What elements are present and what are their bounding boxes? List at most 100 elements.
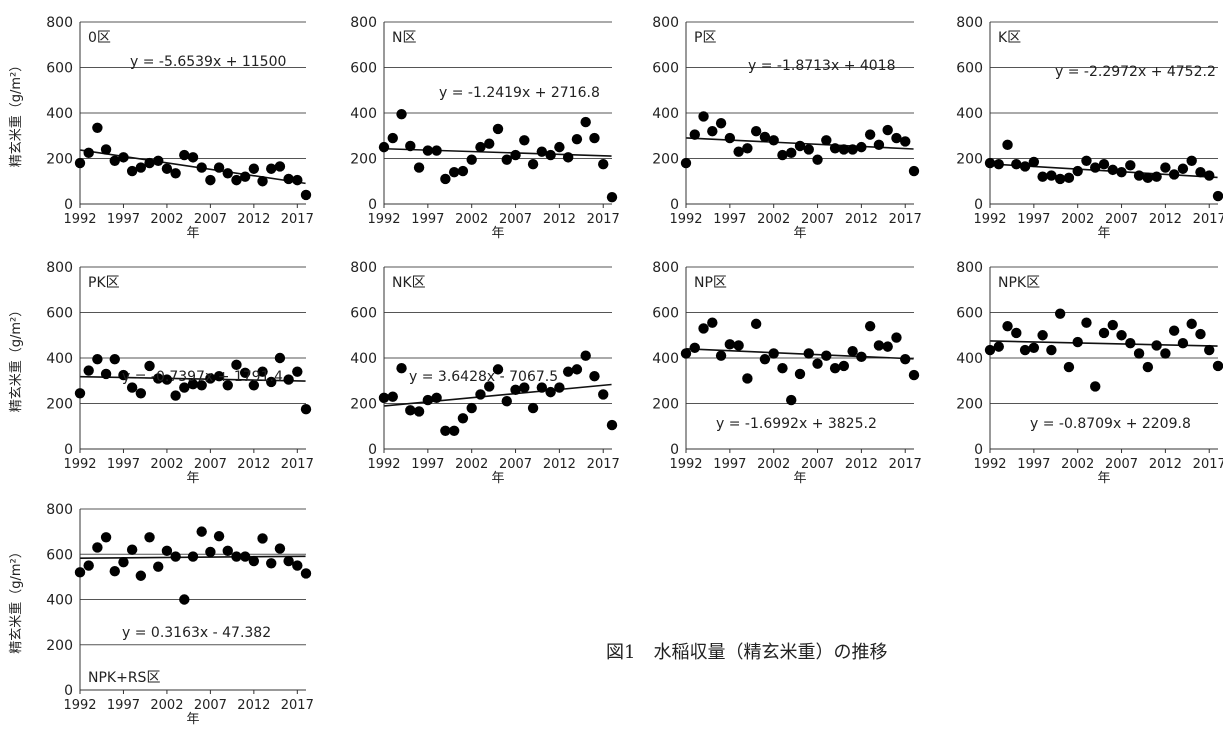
y-tick-label: 800 [652, 260, 679, 276]
data-point [153, 155, 164, 166]
data-point [545, 386, 556, 398]
data-point [300, 403, 312, 415]
data-point [1019, 161, 1031, 172]
data-point [993, 158, 1004, 170]
data-point [283, 173, 294, 185]
data-point [109, 353, 120, 365]
data-point [1098, 158, 1110, 170]
y-tick-label: 800 [46, 502, 73, 518]
data-point [274, 543, 286, 554]
data-point [1195, 328, 1206, 340]
x-tick-label: 2017 [889, 212, 922, 227]
trendline-equation: y = -1.8713x + 4018 [748, 58, 896, 74]
data-point [786, 394, 797, 406]
x-axis-label: 年 [491, 471, 504, 486]
data-point [387, 132, 398, 144]
data-point [742, 143, 753, 154]
y-tick-label: 600 [46, 306, 73, 322]
y-tick-label: 600 [350, 61, 377, 77]
data-point [562, 366, 574, 377]
data-point [153, 561, 164, 572]
y-tick-label: 600 [350, 306, 377, 322]
data-point [786, 147, 797, 159]
y-tick-label: 400 [652, 106, 679, 122]
data-point [475, 389, 486, 400]
data-point [100, 532, 112, 543]
data-point [527, 158, 539, 170]
data-point [1002, 320, 1013, 332]
data-point [1046, 170, 1057, 181]
y-axis-label: 精玄米重（g/m²） [8, 59, 24, 168]
x-tick-label: 1997 [1017, 457, 1050, 472]
y-tick-label: 200 [956, 152, 983, 168]
y-tick-label: 600 [956, 306, 983, 322]
panel-label: PK区 [88, 275, 120, 291]
data-point [396, 108, 407, 120]
trendline [384, 383, 612, 407]
data-point [856, 351, 867, 363]
x-tick-label: 2002 [757, 212, 790, 227]
x-tick-label: 2002 [455, 457, 488, 472]
data-point [187, 378, 199, 390]
y-tick-label: 400 [46, 593, 73, 609]
data-point [891, 132, 902, 144]
data-point [1133, 170, 1145, 181]
data-point [856, 141, 867, 153]
data-point [598, 389, 609, 400]
data-point [1116, 330, 1127, 341]
y-tick-label: 600 [652, 61, 679, 77]
data-point [1204, 170, 1215, 181]
x-tick-label: 1997 [411, 212, 444, 227]
data-point [1186, 318, 1197, 330]
data-point [457, 413, 469, 424]
data-point [196, 526, 207, 537]
data-point [196, 380, 207, 391]
y-tick-label: 400 [46, 106, 73, 122]
x-tick-label: 1992 [63, 212, 96, 227]
data-point [571, 133, 583, 145]
data-point [213, 530, 225, 542]
data-point [222, 545, 233, 557]
data-point [1011, 158, 1022, 170]
data-point [431, 145, 442, 156]
data-point [126, 544, 138, 555]
x-tick-label: 2002 [150, 457, 183, 472]
data-point [510, 149, 521, 161]
data-point [179, 594, 190, 605]
data-point [1054, 308, 1066, 319]
chart-panel: 0 200 400 600 800 1992 1997 2002 2007 2012 2017 年 NP… [956, 260, 1223, 486]
data-point [213, 162, 225, 173]
data-point [847, 345, 858, 357]
data-point [484, 138, 495, 149]
data-point [984, 157, 996, 169]
data-point [733, 146, 744, 157]
x-tick-label: 2012 [1149, 212, 1182, 227]
data-point [492, 364, 504, 375]
x-tick-label: 2017 [889, 457, 922, 472]
data-point [847, 144, 858, 155]
data-point [239, 551, 251, 562]
panel-label: K区 [998, 30, 1021, 46]
data-point [900, 353, 911, 365]
data-point [83, 560, 94, 571]
data-point [580, 116, 591, 128]
data-point [126, 165, 138, 177]
data-point [680, 348, 692, 359]
trendline [384, 147, 612, 157]
data-point [1028, 156, 1040, 168]
data-point [484, 381, 495, 392]
x-axis-label: 年 [793, 226, 806, 241]
data-point [1081, 317, 1092, 328]
y-tick-label: 400 [350, 106, 377, 122]
y-tick-label: 400 [956, 351, 983, 367]
y-tick-label: 800 [956, 15, 983, 31]
panel-label: NPK+RS区 [88, 670, 160, 686]
data-point [74, 388, 86, 399]
x-tick-label: 2017 [587, 212, 620, 227]
data-point [545, 149, 556, 161]
data-point [1107, 319, 1118, 331]
x-tick-label: 1992 [669, 212, 702, 227]
x-tick-label: 2007 [801, 212, 834, 227]
x-axis-label: 年 [1097, 471, 1110, 486]
data-point [135, 162, 147, 173]
